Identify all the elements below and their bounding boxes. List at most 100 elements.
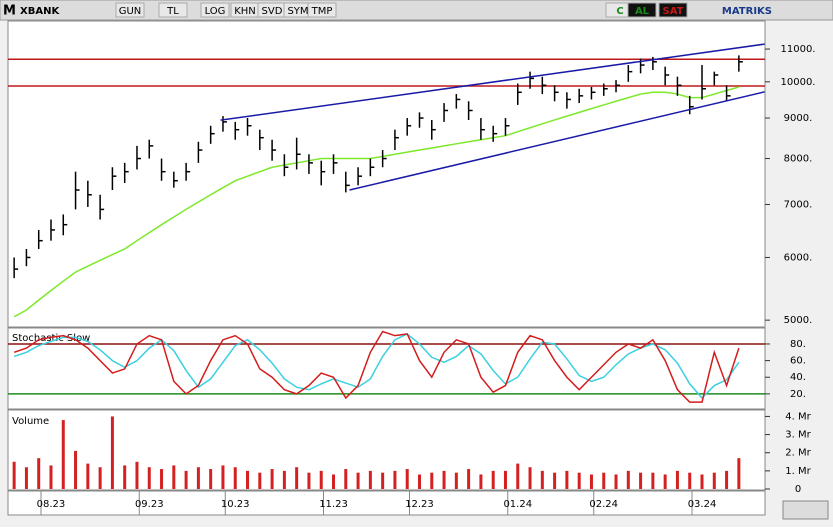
volume-bar — [393, 470, 397, 489]
toolbar-button[interactable] — [200, 2, 230, 18]
volume-bar — [491, 470, 495, 489]
volume-bar — [160, 469, 164, 489]
volume-bar — [86, 463, 90, 489]
volume-bar — [184, 470, 188, 489]
toolbar-button-label[interactable]: GUN — [119, 6, 142, 17]
volume-bar — [61, 420, 65, 489]
volume-bar — [589, 474, 593, 489]
volume-bar — [651, 472, 655, 489]
trend-line — [220, 43, 765, 121]
volume-bar — [74, 450, 78, 489]
y-tick-label: 10000. — [781, 77, 816, 88]
volume-bar — [246, 470, 250, 489]
volume-bar — [147, 467, 151, 489]
logo: M — [3, 4, 16, 19]
stoch-title: Stochastic Slow — [12, 333, 90, 344]
y-tick-label: 6000. — [784, 252, 813, 263]
volume-bar — [663, 474, 667, 489]
y-tick-label: 20. — [790, 389, 806, 400]
y-tick-label: 9000. — [784, 113, 813, 124]
volume-bar — [381, 472, 385, 489]
scroll-buttons[interactable] — [782, 500, 829, 520]
volume-bar — [270, 469, 274, 489]
line — [13, 330, 740, 403]
y-tick-label: 11000. — [781, 44, 816, 55]
toolbar-button[interactable] — [627, 2, 657, 18]
toolbar-button-label[interactable]: LOG — [205, 6, 226, 17]
volume-bar — [307, 472, 311, 489]
price-panel — [7, 20, 766, 328]
volume-bar — [503, 470, 507, 489]
volume-bar — [430, 472, 434, 489]
x-tick-label: 08.23 — [37, 499, 66, 510]
y-tick-label: 3. Mr — [785, 430, 811, 441]
volume-bar — [516, 463, 520, 489]
volume-bar — [209, 469, 213, 489]
volume-bar — [110, 416, 114, 489]
volume-bar — [565, 470, 569, 489]
toolbar-button[interactable] — [307, 2, 337, 18]
y-tick-label: 4. Mr — [785, 411, 811, 422]
y-tick-label: 8000. — [784, 154, 813, 165]
volume-bar — [602, 472, 606, 489]
toolbar-button[interactable] — [658, 2, 688, 18]
y-tick-label: 1. Mr — [785, 466, 811, 477]
volume-bar — [540, 470, 544, 489]
volume-bar — [135, 461, 139, 489]
volume-bar — [405, 469, 409, 489]
volume-bar — [356, 472, 360, 489]
volume-bar — [12, 461, 16, 489]
toolbar-button-label[interactable]: SYM — [287, 6, 308, 17]
trend-line — [349, 91, 765, 191]
y-tick-label: 2. Mr — [785, 448, 811, 459]
toolbar-button-label[interactable]: SVD — [262, 6, 283, 17]
x-tick-label: 11.23 — [319, 499, 348, 510]
volume-bar — [614, 474, 618, 489]
toolbar-button-label[interactable]: KHN — [234, 6, 256, 17]
volume-bar — [712, 472, 716, 489]
volume-bar — [467, 469, 471, 489]
volume-bar — [49, 465, 53, 489]
volume-bar — [442, 470, 446, 489]
y-tick-label: 7000. — [784, 199, 813, 210]
volume-bar — [675, 470, 679, 489]
volume-bar — [417, 474, 421, 489]
volume-bar — [233, 467, 237, 489]
volume-bar — [295, 467, 299, 489]
volume-bar — [553, 472, 557, 489]
volume-bar — [258, 472, 262, 489]
volume-bar — [98, 467, 102, 489]
y-tick-label: 5000. — [784, 315, 813, 326]
toolbar-button[interactable] — [158, 2, 188, 18]
y-tick-label: 80. — [790, 339, 806, 350]
volume-title: Volume — [12, 416, 49, 427]
volume-bar — [37, 458, 41, 489]
x-tick-label: 02.24 — [589, 499, 618, 510]
toolbar-button-label[interactable]: C — [616, 6, 623, 17]
toolbar-button-label[interactable]: TMP — [311, 6, 333, 17]
line — [13, 86, 740, 318]
volume-bar — [454, 472, 458, 489]
y-tick-label: 60. — [790, 356, 806, 367]
toolbar-button-label[interactable]: TL — [166, 6, 179, 17]
brand: MATRIKS — [722, 6, 772, 17]
volume-bar — [725, 470, 729, 489]
symbol[interactable]: XBANK — [20, 6, 60, 17]
x-tick-label: 12.23 — [405, 499, 434, 510]
date-strip — [7, 490, 766, 516]
volume-bar — [282, 470, 286, 489]
toolbar-button-label[interactable]: AL — [635, 6, 650, 17]
volume-bar — [332, 474, 336, 489]
volume-bar — [700, 474, 704, 489]
stoch-panel — [7, 327, 766, 410]
volume-bar — [368, 470, 372, 489]
volume-bar — [172, 465, 176, 489]
volume-bar — [196, 467, 200, 489]
y-tick-label: 0 — [795, 484, 801, 495]
toolbar-button[interactable] — [115, 2, 145, 18]
toolbar-button-label[interactable]: SAT — [663, 6, 684, 17]
x-tick-label: 09.23 — [135, 499, 164, 510]
volume-bar — [221, 465, 225, 489]
volume-bar — [479, 474, 483, 489]
